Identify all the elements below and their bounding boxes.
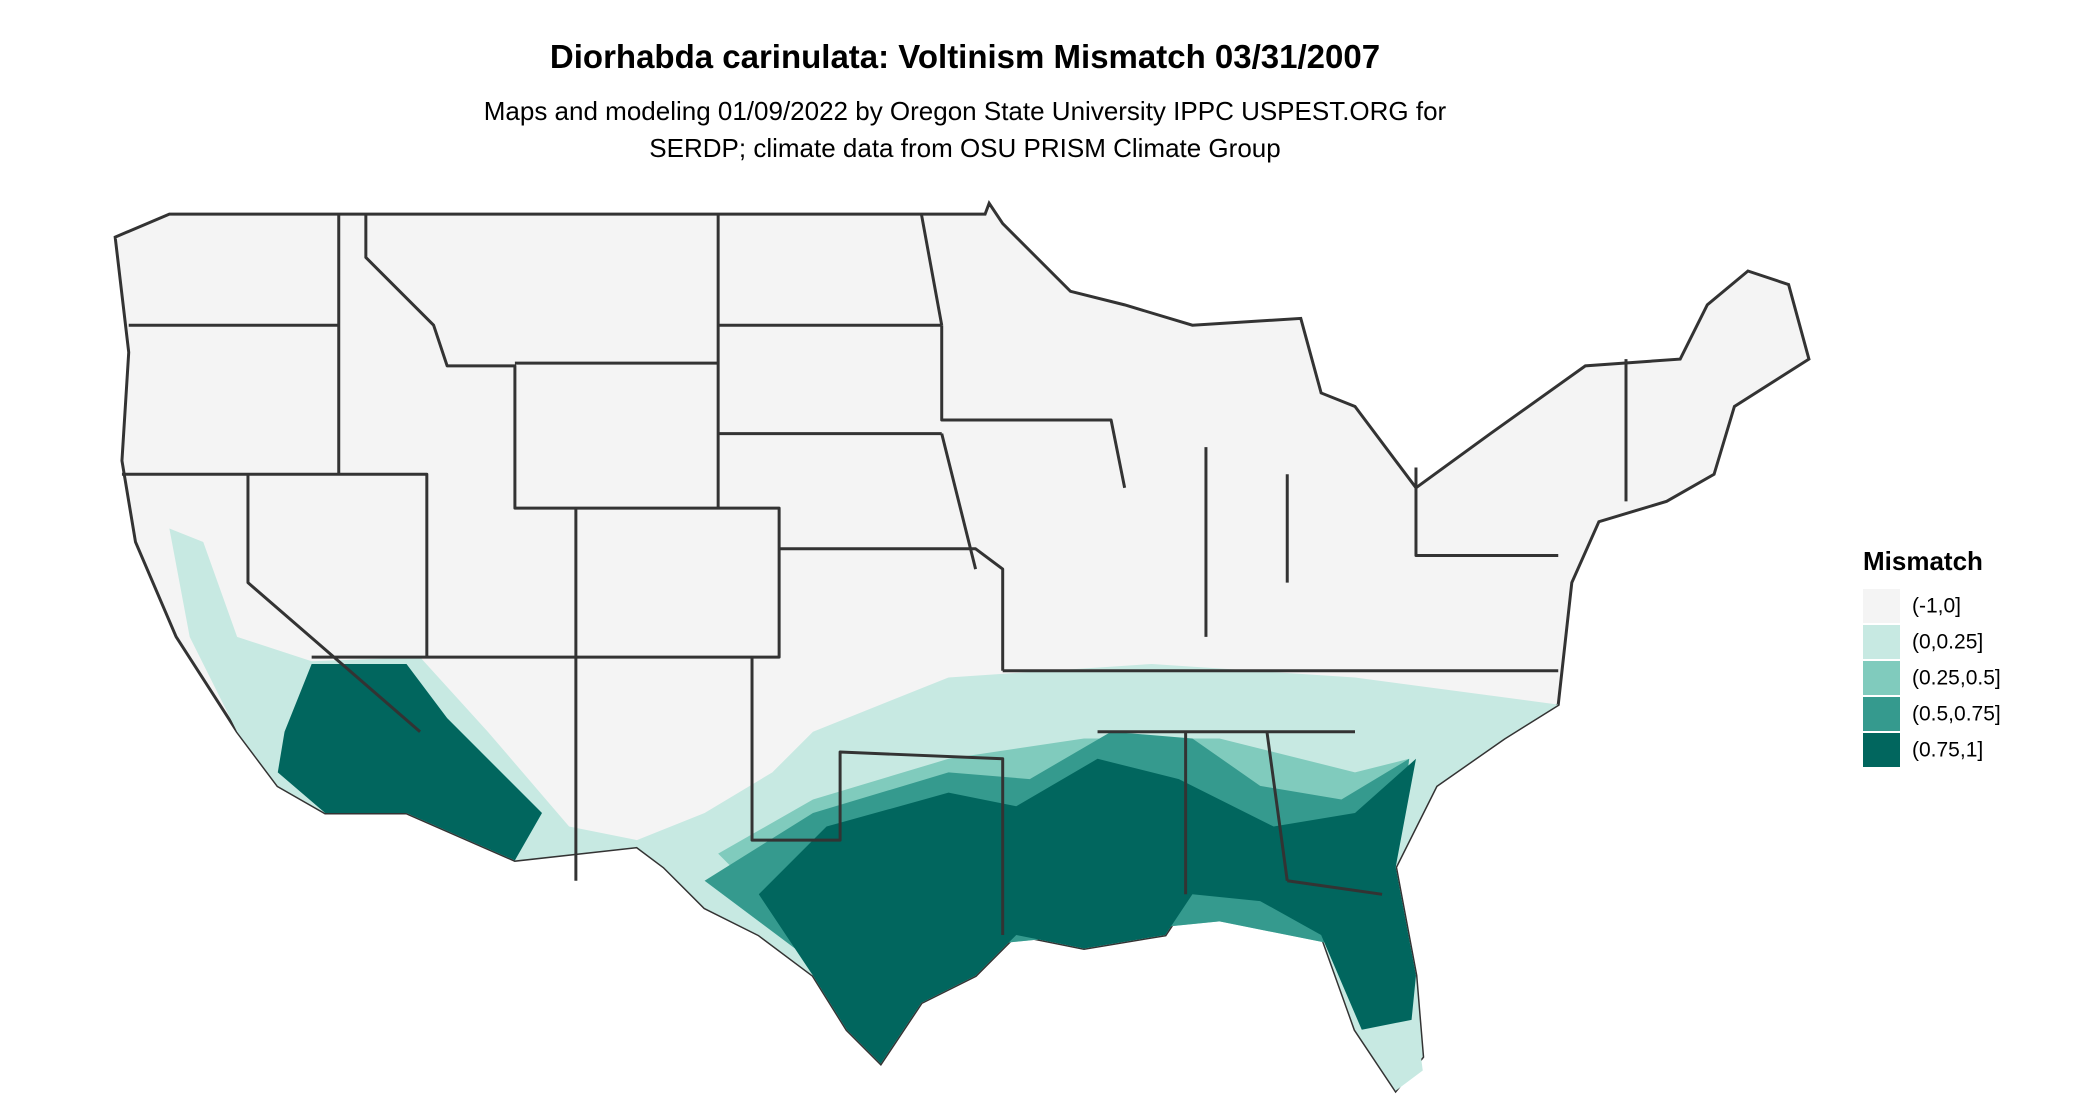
- zone-low: [1361, 1018, 1423, 1091]
- zone-top: [758, 758, 1416, 1064]
- legend-swatch: [1863, 733, 1900, 767]
- legend-swatch: [1863, 661, 1900, 695]
- legend-label: (-1,0]: [1912, 595, 1961, 618]
- title: Diorhabda carinulata: Voltinism Mismatch…: [550, 38, 1380, 75]
- legend-label: (0.5,0.75]: [1912, 703, 2001, 726]
- legend: (-1,0] (0,0.25] (0.25,0.5] (0.5,0.75] (0.75,…: [1863, 589, 2001, 767]
- subtitle: SERDP; climate data from OSU PRISM Clima…: [649, 133, 1280, 163]
- subtitle: Maps and modeling 01/09/2022 by Oregon S…: [484, 96, 1447, 126]
- legend-label: (0,0.25]: [1912, 631, 1983, 654]
- legend-title: Mismatch: [1863, 546, 1983, 576]
- state-borders: [121, 213, 1628, 935]
- legend-swatch: [1863, 697, 1900, 731]
- legend-label: (0.25,0.5]: [1912, 667, 2001, 690]
- zone-top: [277, 663, 542, 861]
- us-map: [113, 200, 1811, 1094]
- state-border: [121, 213, 1628, 935]
- legend-label: (0.75,1]: [1912, 739, 1983, 762]
- legend-swatch: [1863, 589, 1900, 623]
- legend-swatch: [1863, 625, 1900, 659]
